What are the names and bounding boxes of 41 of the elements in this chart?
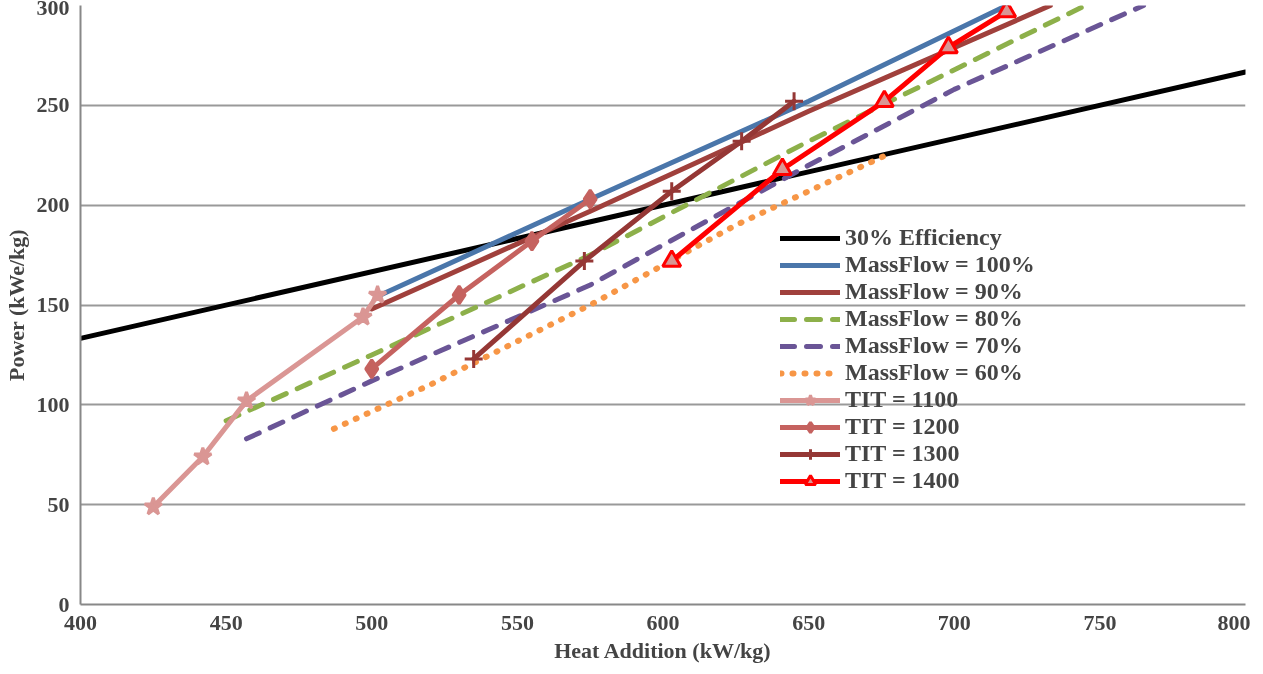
point: [524, 230, 540, 252]
point: [192, 446, 213, 466]
legend-label: MassFlow = 60%: [845, 359, 1023, 386]
x-tick-label: 750: [1083, 609, 1117, 635]
x-tick-label: 450: [209, 609, 243, 635]
y-tick-label: 250: [36, 92, 70, 118]
y-tick-label: 50: [47, 491, 70, 517]
point: [143, 496, 164, 516]
point: [367, 284, 388, 304]
x-tick-label: 600: [646, 609, 680, 635]
point: [783, 90, 805, 112]
y-axis-title: Power (kWe/kg): [3, 229, 29, 382]
point: [731, 130, 753, 152]
legend-label: TIT = 1300: [845, 440, 960, 467]
point: [582, 188, 598, 210]
legend-label: TIT = 1100: [845, 386, 959, 413]
legend-label: TIT = 1200: [845, 413, 960, 440]
y-tick-label: 300: [36, 0, 70, 20]
x-axis-title: Heat Addition (kW/kg): [554, 637, 771, 663]
legend-label: MassFlow = 100%: [845, 251, 1035, 278]
x-tick-label: 700: [937, 609, 971, 635]
point: [352, 306, 374, 326]
point: [364, 358, 380, 380]
point: [573, 250, 595, 272]
legend-label: MassFlow = 90%: [845, 278, 1023, 305]
y-tick-label: 150: [36, 292, 70, 317]
x-tick-label: 500: [355, 609, 389, 635]
point: [236, 390, 257, 410]
x-tick-label: 800: [1217, 609, 1251, 635]
point: [661, 180, 683, 202]
legend-label: TIT = 1400: [845, 467, 960, 494]
y-tick-label: 100: [36, 391, 70, 417]
point: [463, 348, 485, 370]
x-tick-label: 550: [500, 609, 534, 635]
legend-label: 30% Efficiency: [845, 224, 1002, 251]
y-tick-label: 200: [36, 192, 70, 218]
legend-label: MassFlow = 70%: [845, 332, 1023, 359]
y-tick-label: 0: [58, 591, 70, 617]
point: [451, 284, 467, 306]
x-tick-label: 650: [792, 609, 826, 635]
legend-label: MassFlow = 80%: [845, 305, 1023, 332]
